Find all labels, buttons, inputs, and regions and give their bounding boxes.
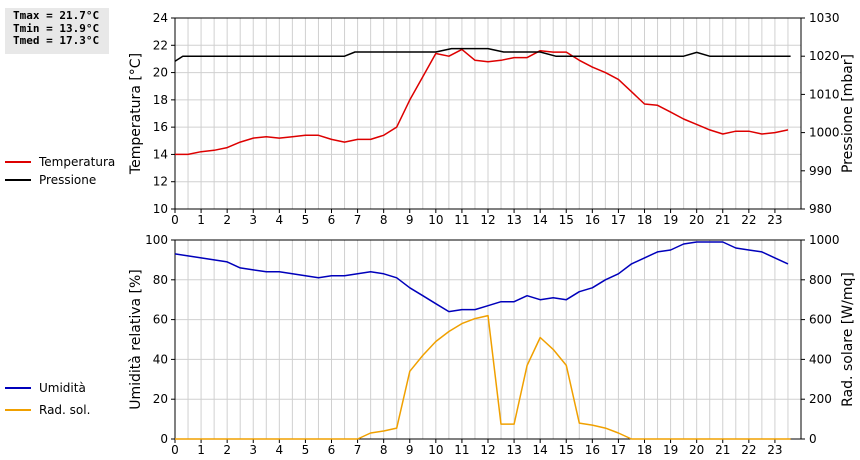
top-x-tick-label: 14 xyxy=(533,213,548,227)
bottom-x-tick-label: 4 xyxy=(276,443,284,457)
top-x-tick-label: 15 xyxy=(559,213,574,227)
bottom-x-tick-label: 12 xyxy=(480,443,495,457)
bottom-x-tick-label: 9 xyxy=(406,443,414,457)
bottom-x-tick-label: 8 xyxy=(380,443,388,457)
legend-swatch-temperatura xyxy=(5,161,31,163)
bottom-x-tick-label: 17 xyxy=(611,443,626,457)
legend-label-rad-sol: Rad. sol. xyxy=(39,403,91,417)
top-x-tick-label: 5 xyxy=(302,213,310,227)
bottom-y-left-tick-label: 0 xyxy=(160,432,168,446)
tmed-label: Tmed = 17.3°C xyxy=(13,34,100,47)
legend-swatch-pressione xyxy=(5,179,31,181)
bottom-y-right-tick-label: 1000 xyxy=(809,233,840,247)
top-y-left-tick-label: 20 xyxy=(153,66,168,80)
top-y-right-tick-label: 980 xyxy=(809,202,832,216)
legend-label-temperatura: Temperatura xyxy=(39,155,116,169)
bottom-y-right-tick-label: 400 xyxy=(809,352,832,366)
bottom-x-tick-label: 15 xyxy=(559,443,574,457)
bottom-y-left-tick-label: 100 xyxy=(145,233,168,247)
top-x-tick-label: 2 xyxy=(223,213,231,227)
top-x-tick-label: 7 xyxy=(354,213,362,227)
top-y-left-tick-label: 22 xyxy=(153,38,168,52)
top-x-tick-label: 3 xyxy=(249,213,257,227)
top-x-tick-label: 6 xyxy=(328,213,336,227)
top-x-tick-label: 10 xyxy=(428,213,443,227)
top-y-left-tick-label: 14 xyxy=(153,147,168,161)
top-x-tick-label: 16 xyxy=(585,213,600,227)
bottom-y-right-tick-label: 0 xyxy=(809,432,817,446)
top-x-tick-label: 21 xyxy=(715,213,730,227)
top-x-tick-label: 11 xyxy=(454,213,469,227)
series-line-rad-sol xyxy=(175,314,791,440)
bottom-y-right-tick-label: 600 xyxy=(809,313,832,327)
bottom-x-tick-label: 19 xyxy=(663,443,678,457)
top-y-right-tick-label: 1030 xyxy=(809,11,840,25)
legend-swatch-umidita xyxy=(5,387,31,389)
bottom-y-left-axis-label: Umidità relativa [%] xyxy=(128,269,144,410)
series-line-temperatura xyxy=(175,48,789,156)
top-x-tick-label: 20 xyxy=(689,213,704,227)
legend-label-umidita: Umidità xyxy=(39,381,86,395)
series-line-pressione xyxy=(174,47,791,62)
bottom-x-tick-label: 5 xyxy=(302,443,310,457)
bottom-x-tick-label: 18 xyxy=(637,443,652,457)
top-y-right-tick-label: 990 xyxy=(809,164,832,178)
bottom-x-tick-label: 21 xyxy=(715,443,730,457)
top-y-left-axis-label: Temperatura [°C] xyxy=(128,53,144,175)
bottom-x-tick-label: 6 xyxy=(328,443,336,457)
bottom-x-tick-label: 10 xyxy=(428,443,443,457)
bottom-y-left-tick-label: 60 xyxy=(153,313,168,327)
bottom-y-left-tick-label: 40 xyxy=(153,352,168,366)
top-x-tick-label: 13 xyxy=(506,213,521,227)
top-x-tick-label: 17 xyxy=(611,213,626,227)
bottom-y-left-tick-label: 20 xyxy=(153,392,168,406)
top-y-right-axis-label: Pressione [mbar] xyxy=(840,54,856,173)
series-line-umidit xyxy=(174,241,789,313)
top-x-tick-label: 4 xyxy=(276,213,284,227)
top-y-left-tick-label: 16 xyxy=(153,120,168,134)
top-x-tick-label: 0 xyxy=(171,213,179,227)
bottom-x-tick-label: 2 xyxy=(223,443,231,457)
stats-box: Tmax = 21.7°C Tmin = 13.9°C Tmed = 17.3°… xyxy=(5,8,109,54)
bottom-y-right-tick-label: 800 xyxy=(809,273,832,287)
bottom-y-left-tick-label: 80 xyxy=(153,273,168,287)
bottom-x-tick-label: 1 xyxy=(197,443,205,457)
bottom-x-tick-label: 23 xyxy=(767,443,782,457)
top-x-tick-label: 12 xyxy=(480,213,495,227)
top-y-left-tick-label: 18 xyxy=(153,93,168,107)
tmin-label: Tmin = 13.9°C xyxy=(13,21,100,35)
bottom-x-tick-label: 0 xyxy=(171,443,179,457)
top-x-tick-label: 1 xyxy=(197,213,205,227)
top-y-left-tick-label: 24 xyxy=(153,11,168,25)
bottom-x-tick-label: 16 xyxy=(585,443,600,457)
bottom-x-tick-label: 13 xyxy=(506,443,521,457)
legend-label-pressione: Pressione xyxy=(39,173,97,187)
top-x-tick-label: 18 xyxy=(637,213,652,227)
top-x-tick-label: 9 xyxy=(406,213,414,227)
legend-swatch-rad-sol xyxy=(5,409,31,411)
bottom-x-tick-label: 22 xyxy=(741,443,756,457)
bottom-y-right-tick-label: 200 xyxy=(809,392,832,406)
top-x-tick-label: 19 xyxy=(663,213,678,227)
top-y-right-tick-label: 1000 xyxy=(809,126,840,140)
top-y-left-tick-label: 10 xyxy=(153,202,168,216)
top-x-tick-label: 22 xyxy=(741,213,756,227)
tmax-label: Tmax = 21.7°C xyxy=(13,9,100,22)
bottom-x-tick-label: 20 xyxy=(689,443,704,457)
bottom-y-right-axis-label: Rad. solare [W/mq] xyxy=(840,272,856,407)
bottom-x-tick-label: 11 xyxy=(454,443,469,457)
top-y-left-tick-label: 12 xyxy=(153,175,168,189)
bottom-x-tick-label: 14 xyxy=(533,443,548,457)
top-x-tick-label: 23 xyxy=(767,213,782,227)
top-y-right-tick-label: 1020 xyxy=(809,49,840,63)
bottom-x-tick-label: 7 xyxy=(354,443,362,457)
top-y-right-tick-label: 1010 xyxy=(809,87,840,101)
top-x-tick-label: 8 xyxy=(380,213,388,227)
bottom-x-tick-label: 3 xyxy=(249,443,257,457)
